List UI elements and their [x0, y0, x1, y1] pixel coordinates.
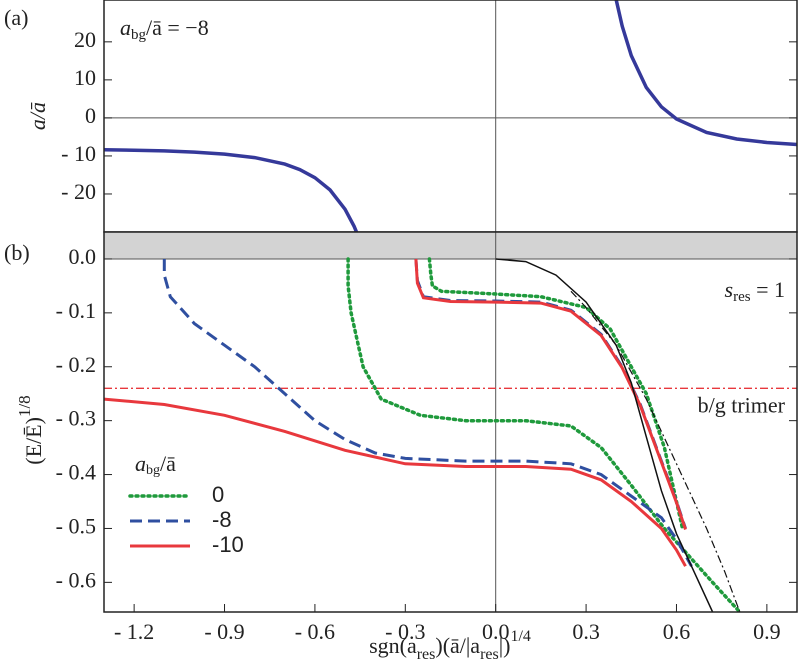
x-tick-label: - 0.3	[385, 619, 425, 644]
y-tick-label: 0	[85, 103, 96, 128]
x-label-part: |)	[499, 633, 511, 658]
threshold-band	[104, 232, 797, 259]
series-line	[495, 258, 714, 612]
annotation-part: a	[120, 15, 131, 40]
legend-label: 0	[212, 482, 224, 507]
annotation-part: = 1	[751, 277, 785, 302]
x-tick-label: - 0.6	[295, 619, 335, 644]
x-tick-label: - 0.9	[204, 619, 244, 644]
legend-title-part: bg	[146, 463, 160, 478]
series-line	[104, 258, 687, 567]
annotation: sres = 1	[725, 277, 785, 305]
x-tick-label: 0.0	[482, 619, 510, 644]
x-tick-label: 0.6	[663, 619, 691, 644]
x-label-part: )(ā/|a	[435, 633, 480, 658]
annotation: abg/ā = −8	[120, 15, 209, 43]
x-label-part: 1/4	[510, 628, 530, 645]
y-tick-label: - 0.5	[56, 514, 96, 539]
series-line	[570, 290, 741, 612]
series-line	[104, 0, 797, 232]
x-tick-label: - 1.2	[114, 619, 154, 644]
legend-label: -10	[212, 532, 244, 557]
y-axis-label: a/ā	[25, 102, 50, 130]
legend-title-part: a	[135, 451, 146, 476]
y-tick-label: - 0.2	[56, 352, 96, 377]
y-tick-label: - 20	[61, 179, 96, 204]
annotation-part: bg	[131, 27, 147, 43]
panel-label: (b)	[4, 240, 30, 265]
y-tick-label: - 0.4	[56, 460, 96, 485]
plot-area	[104, 0, 797, 232]
reference-label: b/g trimer	[698, 392, 786, 417]
x-label-part: res	[417, 646, 436, 663]
annotation-part: res	[733, 289, 751, 305]
y-label-part: (E/Ē)	[21, 417, 46, 465]
y-tick-label: - 0.6	[56, 567, 96, 592]
legend-title: abg/ā	[135, 451, 176, 478]
y-axis-label: (E/Ē)1/8	[15, 395, 46, 464]
x-tick-label: 0.3	[572, 619, 600, 644]
y-tick-label: - 0.3	[56, 406, 96, 431]
x-label-part: sgn(a	[369, 633, 417, 658]
legend-title-part: /ā	[160, 451, 176, 476]
annotation-part: /ā = −8	[146, 15, 209, 40]
annotation-part: s	[725, 277, 734, 302]
plot-frame	[103, 231, 798, 613]
plot-area	[104, 257, 797, 612]
y-tick-label: 0.0	[69, 244, 97, 269]
y-tick-label: 20	[74, 27, 96, 52]
legend-label: -8	[212, 507, 232, 532]
y-tick-label: - 10	[61, 141, 96, 166]
panel-label: (a)	[4, 5, 28, 30]
series-line	[346, 257, 742, 612]
x-tick-label: 0.9	[753, 619, 781, 644]
y-tick-label: - 0.1	[56, 298, 96, 323]
series-line	[162, 258, 693, 567]
x-axis-label: sgn(ares)(ā/|ares|)1/4	[369, 628, 531, 663]
y-label-part: 1/8	[15, 395, 34, 417]
x-label-part: res	[480, 646, 499, 663]
y-tick-label: 10	[74, 65, 96, 90]
